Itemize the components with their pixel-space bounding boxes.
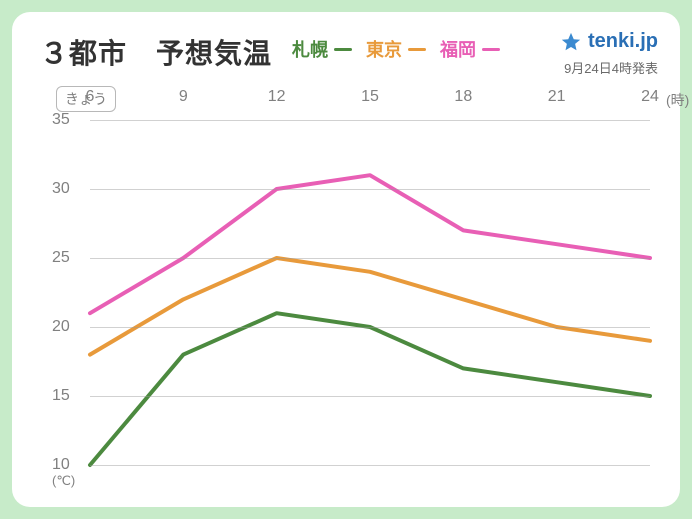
y-tick: 15 [52,387,70,405]
y-tick: 25 [52,249,70,267]
x-tick: 12 [268,88,286,106]
legend-label: 札幌 [292,36,328,62]
legend-label: 東京 [366,36,402,62]
grid-line [90,465,650,466]
chart-title: ３都市 予想気温 [40,32,272,72]
legend-item: 札幌 [292,36,352,62]
legend-item: 福岡 [440,36,500,62]
legend: 札幌 東京 福岡 [292,36,500,62]
x-tick: 24 [641,88,659,106]
x-tick: 9 [179,88,188,106]
grid-line [90,258,650,259]
y-unit-label: (℃) [52,473,75,489]
grid-line [90,120,650,121]
brand-logo: tenki.jp [560,30,658,53]
brand-text: tenki.jp [588,30,658,53]
outer-frame: ３都市 予想気温 札幌東京福岡 tenki.jp 9月24日4時発表 きょう69… [0,0,692,519]
series-fukuoka [90,175,650,313]
issued-at: 9月24日4時発表 [564,58,658,77]
series-sapporo [90,313,650,465]
y-tick: 35 [52,111,70,129]
grid-line [90,189,650,190]
x-tick: 15 [361,88,379,106]
legend-swatch [408,48,426,51]
y-tick: 10 [52,456,70,474]
grid-line [90,396,650,397]
x-unit-label: (時) [666,90,689,110]
grid-line [90,327,650,328]
series-tokyo [90,258,650,355]
line-series-svg [34,88,658,487]
chart-card: ３都市 予想気温 札幌東京福岡 tenki.jp 9月24日4時発表 きょう69… [12,12,680,507]
x-tick: 18 [454,88,472,106]
y-tick: 20 [52,318,70,336]
legend-item: 東京 [366,36,426,62]
plot-area: きょう691215182124(時)101520253035(℃) [34,88,658,487]
x-tick: 21 [548,88,566,106]
legend-swatch [482,48,500,51]
brand-icon [560,31,582,53]
x-tick: 6 [86,88,95,106]
legend-swatch [334,48,352,51]
legend-label: 福岡 [440,36,476,62]
y-tick: 30 [52,180,70,198]
